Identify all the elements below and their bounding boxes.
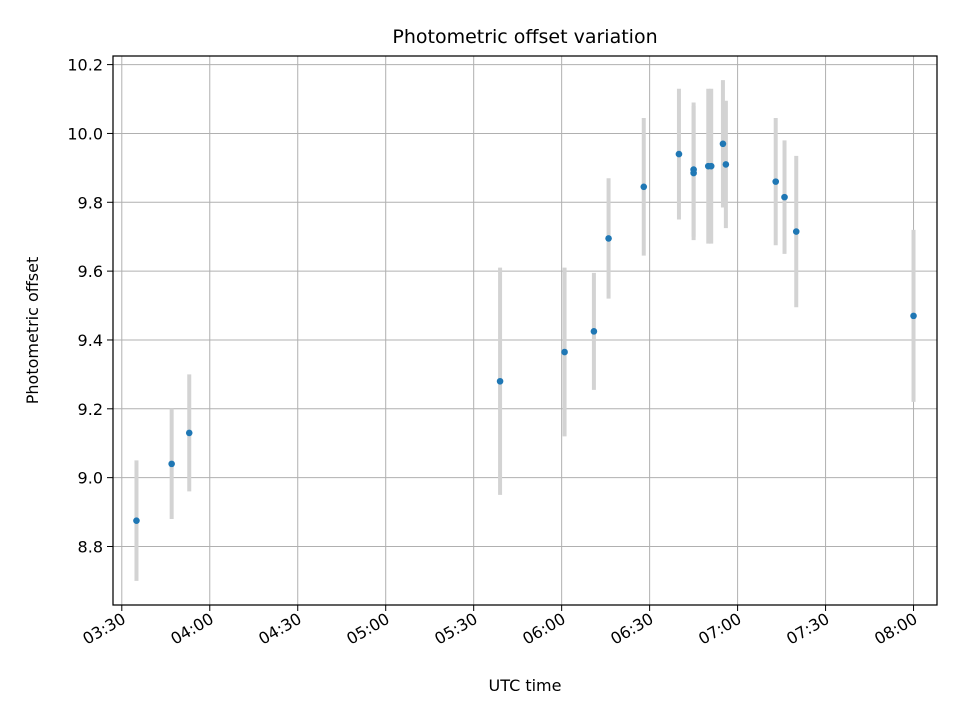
x-tick-label: 05:30 xyxy=(431,609,480,649)
data-point xyxy=(675,150,683,158)
x-axis-label: UTC time xyxy=(489,676,562,695)
error-bars xyxy=(134,80,916,581)
data-points xyxy=(133,140,917,524)
x-tick-label: 06:30 xyxy=(607,609,656,649)
data-point xyxy=(772,178,780,185)
data-point xyxy=(792,228,800,235)
x-tick-label: 08:00 xyxy=(871,609,920,649)
data-point xyxy=(690,169,697,177)
x-tick-label: 04:00 xyxy=(167,609,216,649)
y-tick-label: 9.8 xyxy=(78,193,103,212)
x-tick-label: 06:00 xyxy=(519,609,568,649)
y-tick-label: 10.0 xyxy=(67,124,103,143)
x-axis-ticks: 03:30 04:00 04:30 05:00 05:30 06:00 06:30 07:00… xyxy=(79,605,921,649)
data-point xyxy=(719,140,727,148)
grid-lines xyxy=(113,56,937,605)
y-tick-label: 10.2 xyxy=(67,56,103,75)
y-axis-ticks: 8.8 9.0 9.2 9.4 9.6 9.8 10.0 10.2 xyxy=(67,56,113,556)
data-point xyxy=(640,183,648,191)
chart-title: Photometric offset variation xyxy=(392,26,657,48)
x-tick-label: 07:00 xyxy=(695,609,744,649)
x-tick-label: 03:30 xyxy=(79,609,128,649)
y-tick-label: 9.2 xyxy=(78,400,103,419)
y-tick-label: 9.0 xyxy=(78,469,103,488)
data-point xyxy=(590,328,598,335)
y-tick-label: 8.8 xyxy=(78,537,103,556)
data-point xyxy=(185,429,193,437)
x-tick-label: 05:00 xyxy=(343,609,392,649)
data-point xyxy=(781,193,788,201)
y-tick-label: 9.6 xyxy=(78,262,103,281)
data-point xyxy=(561,348,568,356)
data-point xyxy=(168,460,175,468)
data-point xyxy=(722,161,730,168)
data-point xyxy=(707,162,715,170)
x-tick-label: 07:30 xyxy=(783,609,832,649)
data-point xyxy=(605,235,612,242)
data-point xyxy=(496,377,504,385)
data-point xyxy=(910,312,917,320)
plot-frame xyxy=(112,55,938,606)
x-tick-label: 04:30 xyxy=(255,609,304,649)
data-point xyxy=(133,517,140,524)
y-tick-label: 9.4 xyxy=(78,331,103,350)
y-axis-label: Photometric offset xyxy=(23,257,42,405)
